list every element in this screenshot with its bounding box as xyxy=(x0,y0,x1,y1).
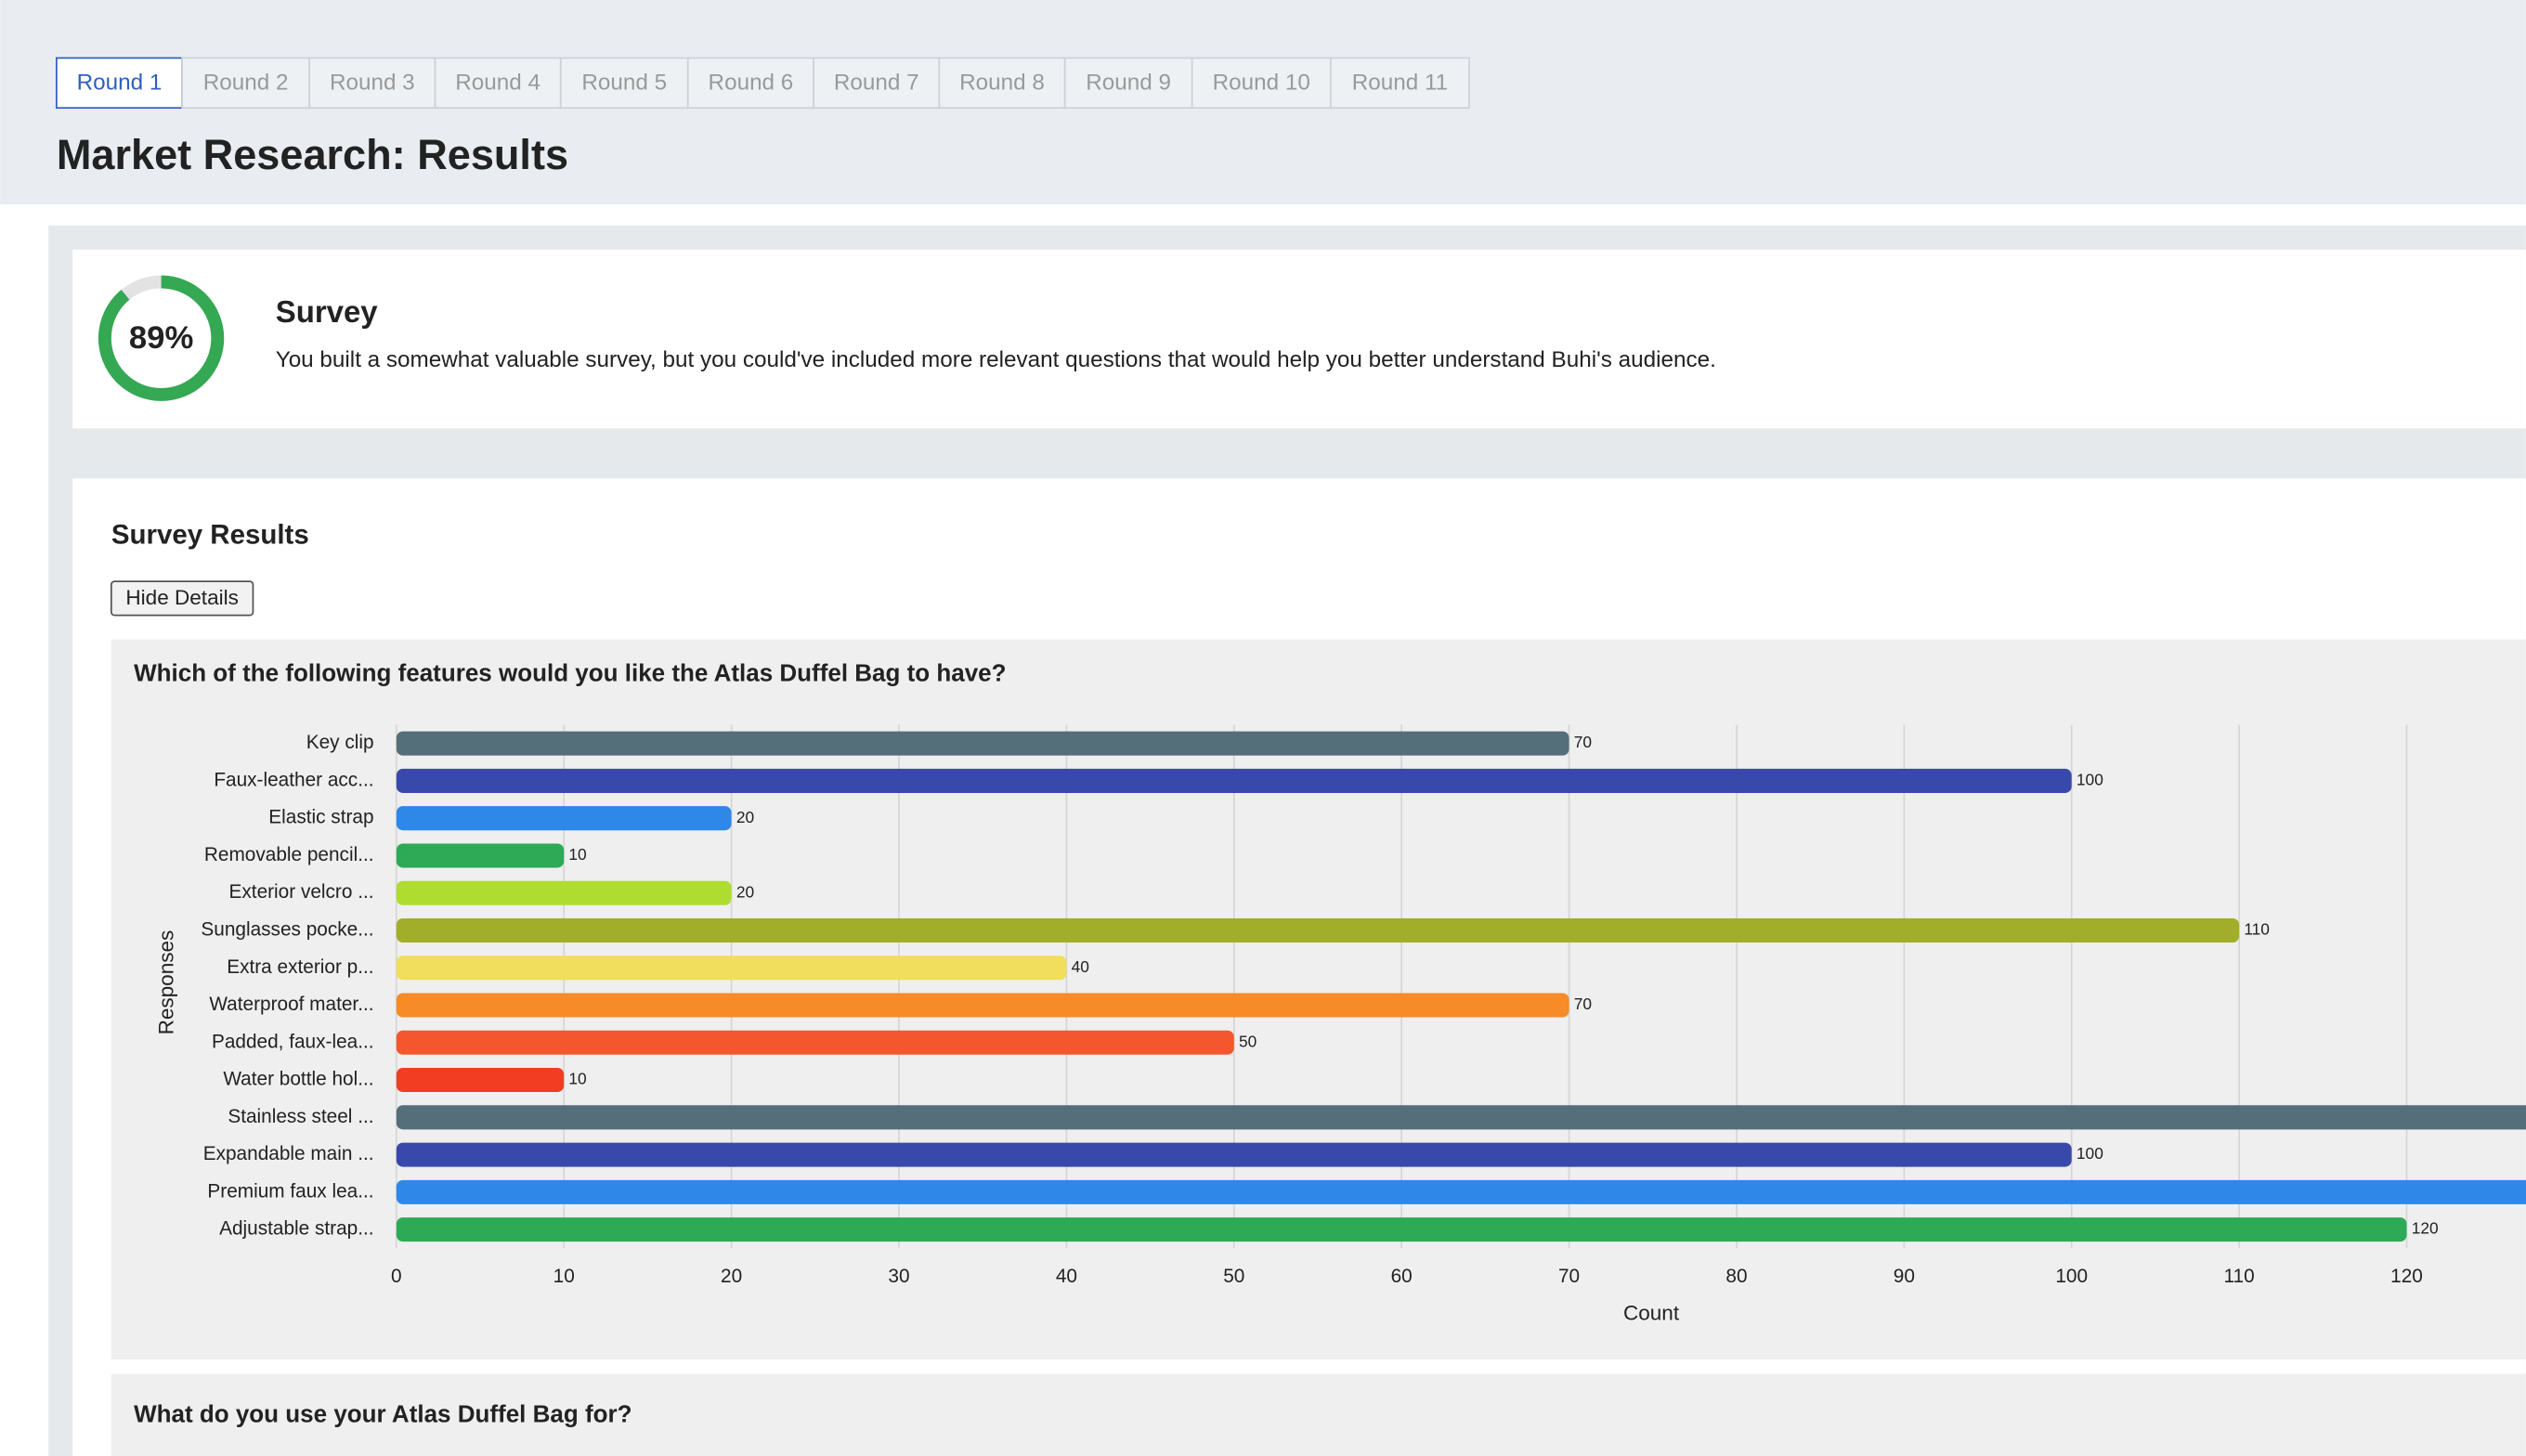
bar xyxy=(396,1068,565,1093)
tab[interactable] xyxy=(686,57,814,110)
x-tick-label: 0 xyxy=(391,1266,402,1287)
x-tick-label: 20 xyxy=(721,1266,742,1287)
score-bg xyxy=(98,275,225,401)
x-tick-label: 90 xyxy=(1894,1266,1915,1287)
page-title: Market Research: Results xyxy=(57,131,568,178)
value-label: 40 xyxy=(1072,957,1089,976)
bar xyxy=(396,1030,1234,1055)
y-tick-label: Faux-leather acc... xyxy=(214,769,373,790)
bar xyxy=(396,1142,2072,1167)
next-question: What do you use your Atlas Duffel Bag fo… xyxy=(134,1400,632,1428)
x-tick-label: 110 xyxy=(2224,1266,2255,1287)
score-label: 89% xyxy=(129,320,193,356)
y-axis-label: Responses xyxy=(154,930,177,1035)
y-tick-label: Expandable main ... xyxy=(203,1143,374,1164)
y-tick-label: Key clip xyxy=(306,732,374,753)
tab[interactable] xyxy=(938,57,1066,110)
survey-heading: Survey xyxy=(276,294,379,329)
bar xyxy=(396,768,2072,793)
bar xyxy=(396,1105,2526,1130)
y-tick-label: Stainless steel ... xyxy=(228,1106,373,1127)
bar xyxy=(396,880,732,905)
question-panel xyxy=(111,1373,2526,1456)
tab-label[interactable]: Round 8 xyxy=(959,71,1045,96)
hide-details-button[interactable] xyxy=(110,580,254,617)
button-label[interactable]: Hide Details xyxy=(125,586,238,609)
y-tick-label: Elastic strap xyxy=(268,807,373,828)
x-tick-label: 10 xyxy=(553,1266,575,1287)
value-label: 70 xyxy=(1574,994,1592,1013)
y-tick-label: Sunglasses pocke... xyxy=(201,918,373,940)
y-tick-label: Extra exterior p... xyxy=(227,956,373,978)
tab[interactable] xyxy=(559,57,689,110)
y-tick-label: Adjustable strap... xyxy=(219,1218,373,1240)
tab[interactable] xyxy=(1191,57,1332,110)
x-tick-label: 70 xyxy=(1558,1266,1580,1287)
tab-label[interactable]: Round 4 xyxy=(455,71,540,96)
y-tick-label: Premium faux lea... xyxy=(207,1180,373,1202)
tab-label[interactable]: Round 5 xyxy=(581,71,667,96)
survey-text: You built a somewhat valuable survey, bu… xyxy=(276,347,1716,372)
tab-label[interactable]: Round 10 xyxy=(1213,71,1310,96)
chart-title: Which of the following features would yo… xyxy=(134,659,1006,687)
x-tick-label: 120 xyxy=(2390,1266,2423,1287)
value-label: 110 xyxy=(2244,920,2270,939)
bar xyxy=(396,731,1569,756)
bar xyxy=(396,1179,2526,1204)
y-tick-label: Padded, faux-lea... xyxy=(212,1031,374,1052)
value-label: 20 xyxy=(736,808,754,826)
survey-card xyxy=(72,249,2526,429)
tab-label[interactable]: Round 1 xyxy=(77,71,163,96)
y-tick-label: Water bottle hol... xyxy=(223,1069,373,1090)
bar xyxy=(396,806,732,831)
tab[interactable] xyxy=(434,57,562,110)
bar xyxy=(396,956,1067,981)
tab-label[interactable]: Round 7 xyxy=(834,71,919,96)
y-tick-label: Removable pencil... xyxy=(204,844,374,865)
tab[interactable] xyxy=(1329,57,1470,110)
value-label: 10 xyxy=(568,845,586,864)
tab-label[interactable]: Round 3 xyxy=(330,71,415,96)
tab-label[interactable]: Round 2 xyxy=(203,71,289,96)
value-label: 50 xyxy=(1239,1032,1256,1050)
bar xyxy=(396,917,2240,942)
x-tick-label: 30 xyxy=(888,1266,909,1287)
tab-label[interactable]: Round 6 xyxy=(709,71,794,96)
tab[interactable] xyxy=(308,57,436,110)
bar xyxy=(396,993,1569,1018)
value-label: 120 xyxy=(2412,1219,2439,1238)
x-tick-label: 40 xyxy=(1056,1266,1077,1287)
tab-label[interactable]: Round 11 xyxy=(1352,71,1448,96)
bar xyxy=(396,1217,2407,1242)
x-tick-label: 60 xyxy=(1391,1266,1413,1287)
tab[interactable] xyxy=(1063,57,1193,110)
x-tick-label: 100 xyxy=(2055,1266,2088,1287)
value-label: 100 xyxy=(2077,771,2103,789)
value-label: 100 xyxy=(2077,1144,2103,1163)
x-tick-label: 80 xyxy=(1725,1266,1747,1287)
score-ring xyxy=(98,275,225,401)
results-heading: Survey Results xyxy=(111,519,309,550)
value-label: 70 xyxy=(1574,733,1592,751)
bar xyxy=(396,843,565,868)
value-label: 10 xyxy=(568,1070,586,1088)
x-axis-label: Count xyxy=(1623,1301,1680,1324)
value-label: 20 xyxy=(736,882,754,901)
tab-label[interactable]: Round 9 xyxy=(1086,71,1171,96)
y-tick-label: Waterproof mater... xyxy=(209,994,373,1015)
x-tick-label: 50 xyxy=(1223,1266,1244,1287)
y-tick-label: Exterior velcro ... xyxy=(229,881,374,903)
